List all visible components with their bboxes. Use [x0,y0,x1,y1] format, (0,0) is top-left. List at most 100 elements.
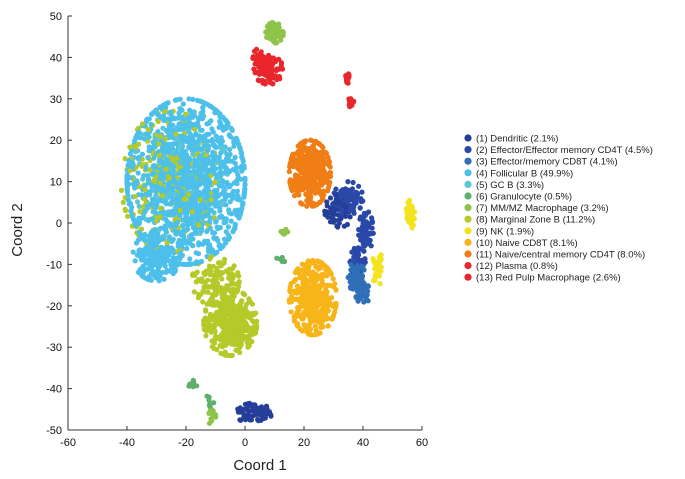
legend-marker [464,250,472,258]
data-point [327,219,334,225]
data-point [292,193,298,199]
data-point [156,141,162,147]
data-point [190,112,196,118]
data-point [141,173,147,179]
data-point [204,131,210,137]
data-point [324,265,330,271]
data-point [183,111,189,117]
data-point [213,218,219,224]
data-point [189,380,196,386]
data-point [288,293,295,300]
data-point [248,417,254,423]
legend-marker [464,146,472,154]
data-point [190,180,196,186]
data-point [319,153,325,159]
data-point [146,218,152,224]
data-point [205,187,211,193]
data-point [362,256,368,262]
data-point [313,166,319,172]
data-point [160,256,166,262]
data-point [229,338,235,344]
data-point [232,322,238,328]
data-point [351,98,357,104]
data-point [344,79,350,85]
data-point [136,247,142,253]
data-point [164,240,170,246]
data-point [149,111,155,117]
data-point [132,258,138,264]
data-point [144,266,150,272]
data-point [279,257,285,263]
data-point [306,193,312,199]
data-point [372,277,378,283]
data-point [205,211,211,217]
data-point [190,96,196,102]
data-point [256,71,262,77]
data-point [226,234,233,241]
legend-marker [464,192,472,200]
data-point [149,171,155,177]
data-point [358,214,364,220]
data-point [301,293,308,299]
data-point [334,200,340,206]
data-point [201,202,207,208]
legend-marker [464,134,472,142]
data-point [223,229,229,235]
data-point [217,165,223,171]
data-point [193,131,199,137]
data-point [364,225,370,231]
data-point [360,198,366,204]
data-point [406,205,413,211]
data-point [321,188,327,194]
data-point [192,162,198,168]
data-point [150,196,156,202]
data-point [132,193,138,200]
data-point [171,176,177,183]
data-point [125,213,131,219]
data-point [179,230,185,236]
data-point [142,187,148,193]
data-point [340,187,346,193]
x-axis-ticks: -60 -40 -20 0 20 40 60 [60,426,428,449]
data-point [199,146,205,152]
data-point [160,250,166,256]
data-point [349,186,356,192]
data-point [306,187,312,193]
data-point [206,266,212,272]
data-point [198,228,205,234]
data-point [370,256,376,262]
data-point [184,154,190,160]
data-point [154,253,160,259]
data-point [180,156,186,162]
data-point [167,161,173,167]
data-point [157,133,164,139]
data-point [135,269,142,275]
data-point [146,243,152,249]
data-point [219,344,225,350]
data-point [350,208,357,214]
data-point [404,215,410,221]
data-point [410,222,416,228]
data-point [343,209,349,215]
data-point [258,49,264,55]
data-point [174,137,180,143]
data-point [189,209,195,215]
data-point [186,383,192,389]
data-point [324,282,330,288]
data-point [339,202,345,208]
data-point [368,231,374,237]
data-point [218,289,224,295]
data-point [240,156,246,162]
y-tick-label: -20 [46,301,62,313]
data-point [205,241,211,247]
data-point [177,96,183,102]
data-point [130,249,136,255]
data-point [216,137,222,143]
data-point [216,243,222,249]
data-point [318,322,324,328]
data-point [300,277,306,283]
data-point [228,125,234,131]
legend-marker [464,180,472,188]
data-point [145,155,151,161]
data-point [167,180,173,186]
